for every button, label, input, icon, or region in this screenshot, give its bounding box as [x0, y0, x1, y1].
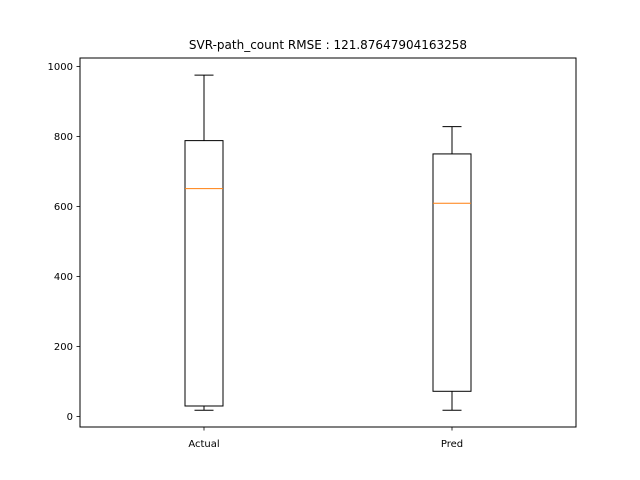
y-tick-label: 0	[67, 412, 73, 423]
x-axis: Actual Pred	[188, 427, 463, 450]
x-tick-label: Pred	[441, 439, 463, 450]
x-tick-label: Actual	[188, 439, 219, 450]
y-axis: 0 200 400 600 800 1000	[48, 62, 80, 423]
box-body	[432, 153, 472, 392]
y-tick-label: 1000	[48, 62, 73, 73]
y-tick-label: 200	[54, 342, 73, 353]
box-series	[184, 74, 472, 411]
plot-area-frame	[79, 57, 577, 428]
y-tick-label: 800	[54, 132, 73, 143]
y-tick-label: 600	[54, 202, 73, 213]
y-tick-label: 400	[54, 272, 73, 283]
box-actual	[184, 74, 224, 411]
box-body	[184, 140, 224, 407]
chart-title: SVR-path_count RMSE : 121.87647904163258	[189, 38, 467, 52]
box-pred	[432, 126, 472, 411]
